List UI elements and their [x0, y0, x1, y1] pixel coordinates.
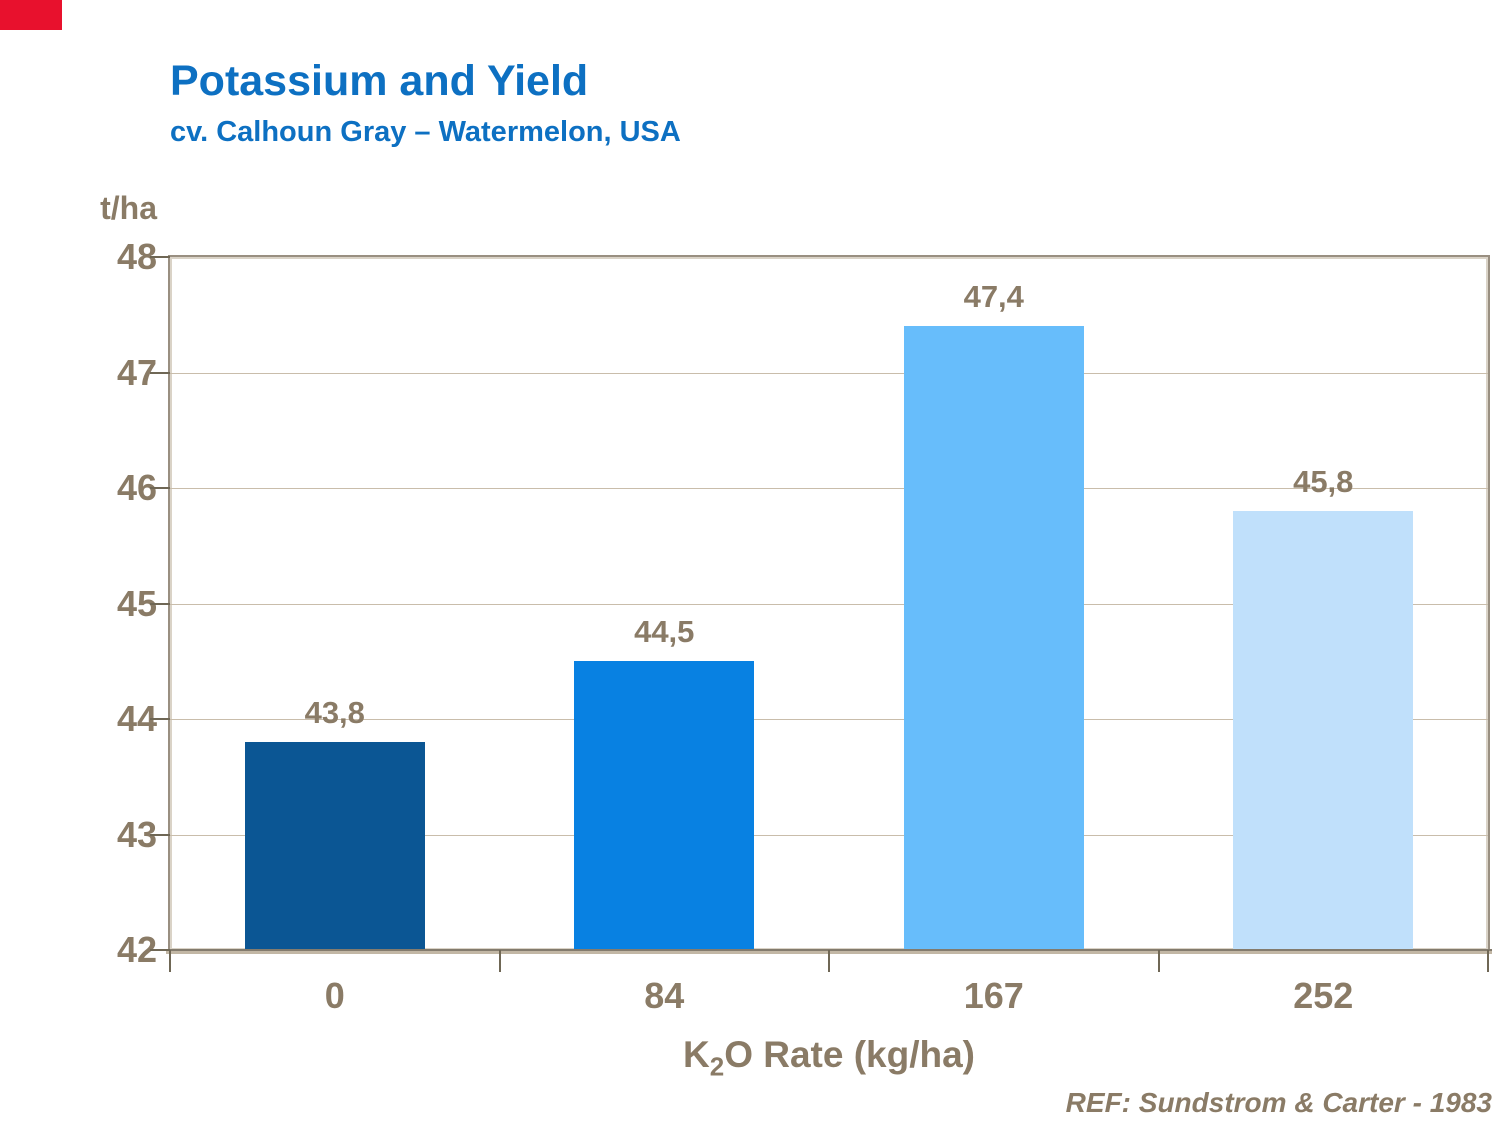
x-tick-mark-1	[498, 950, 501, 972]
y-tick-label-46: 46	[116, 467, 157, 508]
y-tick-mark-44	[150, 718, 170, 720]
y-tick-label-42: 42	[116, 929, 157, 970]
bar-value-label-167: 47,4	[963, 279, 1024, 315]
gridline-46	[170, 488, 1488, 489]
reference-text: REF: Sundstrom & Carter - 1983	[1065, 1087, 1492, 1118]
y-tick-mark-46	[150, 487, 170, 489]
y-tick-mark-42	[150, 949, 170, 951]
x-tick-mark-3	[1157, 950, 1160, 972]
x-tick-label-167: 167	[963, 975, 1024, 1016]
chart-title: Potassium and Yield	[170, 57, 589, 105]
x-tick-label-84: 84	[644, 975, 685, 1016]
plot-area	[168, 255, 1490, 952]
bar-252	[1233, 511, 1414, 950]
gridline-43	[170, 834, 1488, 836]
bar-0	[244, 742, 425, 950]
bar-167	[903, 326, 1084, 950]
y-tick-label-45: 45	[116, 582, 157, 624]
bar-value-label-0: 43,8	[304, 695, 365, 731]
red-corner-mark	[0, 0, 62, 30]
x-axis-title: K2O Rate (kg/ha)	[479, 1034, 1179, 1082]
gridline-44	[170, 719, 1488, 720]
x-axis-title-subscript: 2	[709, 1051, 725, 1082]
gridline-47	[170, 372, 1488, 374]
x-axis-title-prefix: K	[682, 1034, 710, 1075]
chart-subtitle: cv. Calhoun Gray – Watermelon, USA	[170, 116, 681, 148]
gridline-45	[170, 603, 1488, 605]
x-tick-label-0: 0	[324, 975, 345, 1016]
y-tick-mark-47	[150, 371, 170, 374]
y-tick-label-44: 44	[116, 698, 157, 739]
x-axis-title-suffix: O Rate (kg/ha)	[724, 1034, 976, 1075]
x-tick-mark-2	[828, 950, 830, 972]
y-tick-mark-43	[150, 833, 170, 836]
y-tick-mark-45	[150, 602, 170, 605]
y-tick-mark-48	[150, 256, 170, 258]
bar-value-label-252: 45,8	[1293, 464, 1354, 500]
bar-84	[574, 661, 755, 950]
x-tick-mark-4	[1487, 950, 1489, 972]
y-tick-label-43: 43	[116, 813, 157, 855]
y-axis-unit-label: t/ha	[100, 190, 157, 226]
y-tick-label-48: 48	[116, 236, 157, 277]
x-tick-mark-0	[169, 950, 171, 972]
bar-value-label-84: 44,5	[634, 614, 695, 650]
y-tick-label-47: 47	[116, 351, 157, 393]
x-tick-label-252: 252	[1293, 975, 1354, 1016]
